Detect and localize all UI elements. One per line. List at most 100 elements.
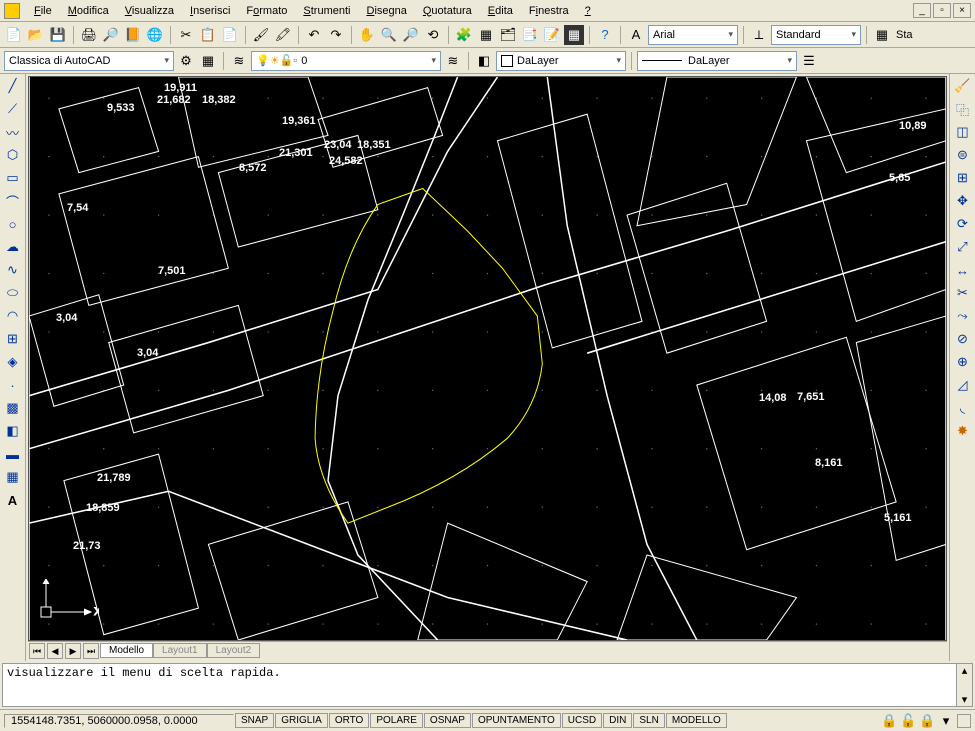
trim-icon[interactable]: ✂ (953, 283, 973, 303)
xline-icon[interactable]: ⟋ (3, 99, 23, 119)
menu-disegna[interactable]: Disegna (358, 3, 414, 19)
menu-file[interactable]: File (26, 3, 60, 19)
zoom-rt-icon[interactable]: 🔍 (379, 25, 399, 45)
lock3-icon[interactable]: 🔒 (919, 713, 935, 729)
print-icon[interactable]: 🖨 (79, 25, 99, 45)
snap-griglia[interactable]: GRIGLIA (275, 713, 328, 728)
command-scroll[interactable]: ▴▾ (956, 664, 972, 706)
close-button[interactable]: × (953, 3, 971, 18)
calc-icon[interactable]: ▦ (564, 25, 584, 45)
layer-combo[interactable]: 💡☀🔓▫ 0▾ (251, 51, 441, 71)
minimize-button[interactable]: _ (913, 3, 931, 18)
redo-icon[interactable]: ↷ (326, 25, 346, 45)
tool-pal-icon[interactable]: 🗂 (498, 25, 518, 45)
ellipse-arc-icon[interactable]: ◠ (3, 306, 23, 326)
snap-opuntamento[interactable]: OPUNTAMENTO (472, 713, 561, 728)
insert-icon[interactable]: ⊞ (3, 329, 23, 349)
menu-visualizza[interactable]: Visualizza (117, 3, 182, 19)
zoom-win-icon[interactable]: 🔎 (401, 25, 421, 45)
rotate-icon[interactable]: ⟳ (953, 214, 973, 234)
restore-button[interactable]: ▫ (933, 3, 951, 18)
new-icon[interactable]: 📄 (4, 25, 24, 45)
snap-polare[interactable]: POLARE (370, 713, 423, 728)
workspace-combo[interactable]: Classica di AutoCAD▾ (4, 51, 174, 71)
ws-settings-icon[interactable]: ⚙ (176, 51, 196, 71)
markup-icon[interactable]: 📝 (542, 25, 562, 45)
lw-icon[interactable]: ☰ (799, 51, 819, 71)
undo-icon[interactable]: ↶ (304, 25, 324, 45)
publish-icon[interactable]: 📙 (123, 25, 143, 45)
command-line[interactable]: visualizzare il menu di scelta rapida. ▴… (2, 663, 973, 707)
rect-icon[interactable]: ▭ (3, 168, 23, 188)
sheet-icon[interactable]: 📑 (520, 25, 540, 45)
menu-formato[interactable]: Formato (238, 3, 295, 19)
pline-icon[interactable]: 〰 (3, 122, 23, 142)
break-icon[interactable]: ⊘ (953, 329, 973, 349)
lock1-icon[interactable]: 🔒 (881, 713, 897, 729)
tab-layout1[interactable]: Layout1 (153, 643, 207, 658)
help-icon[interactable]: ? (595, 25, 615, 45)
zoom-prev-icon[interactable]: ⟲ (423, 25, 443, 45)
open-icon[interactable]: 📂 (26, 25, 46, 45)
menu-inserisci[interactable]: Inserisci (182, 3, 238, 19)
tray-arrow-icon[interactable]: ▾ (938, 713, 954, 729)
layer-prev-icon[interactable]: ≋ (443, 51, 463, 71)
join-icon[interactable]: ⊕ (953, 352, 973, 372)
offset-icon[interactable]: ⊜ (953, 145, 973, 165)
ellipse-icon[interactable]: ⬭ (3, 283, 23, 303)
array-icon[interactable]: ⊞ (953, 168, 973, 188)
font-combo[interactable]: Arial▾ (648, 25, 738, 45)
spline-icon[interactable]: ∿ (3, 260, 23, 280)
props-icon[interactable]: 🧩 (454, 25, 474, 45)
mtext-icon[interactable]: A (3, 490, 23, 510)
snap-modello[interactable]: MODELLO (666, 713, 727, 728)
color-icon[interactable]: ◧ (474, 51, 494, 71)
tab-layout2[interactable]: Layout2 (207, 643, 261, 658)
revcloud-icon[interactable]: ☁ (3, 237, 23, 257)
move-icon[interactable]: ✥ (953, 191, 973, 211)
extend-icon[interactable]: ⤳ (953, 306, 973, 326)
menu-quotatura[interactable]: Quotatura (415, 3, 480, 19)
table-icon[interactable]: ▦ (3, 467, 23, 487)
snap-din[interactable]: DIN (603, 713, 632, 728)
preview-icon[interactable]: 🔎 (101, 25, 121, 45)
block-icon[interactable]: ◈ (3, 352, 23, 372)
snap-ucsd[interactable]: UCSD (562, 713, 602, 728)
chamfer-icon[interactable]: ◿ (953, 375, 973, 395)
linetype-combo[interactable]: DaLayer▾ (637, 51, 797, 71)
layer-mgr-icon[interactable]: ≋ (229, 51, 249, 71)
fillet-icon[interactable]: ◟ (953, 398, 973, 418)
save-icon[interactable]: 💾 (48, 25, 68, 45)
tab-model[interactable]: Modello (100, 643, 153, 658)
copy-icon[interactable]: 📋 (198, 25, 218, 45)
region-icon[interactable]: ▬ (3, 444, 23, 464)
circle-icon[interactable]: ○ (3, 214, 23, 234)
lock2-icon[interactable]: 🔓 (900, 713, 916, 729)
dimstyle-icon[interactable]: ⟂ (749, 25, 769, 45)
mirror-icon[interactable]: ◫ (953, 122, 973, 142)
clean-screen-icon[interactable] (957, 714, 971, 728)
color-combo[interactable]: DaLayer▾ (496, 51, 626, 71)
pan-icon[interactable]: ✋ (357, 25, 377, 45)
stretch-icon[interactable]: ↔ (953, 260, 973, 280)
brush-icon[interactable]: 🖍 (273, 25, 293, 45)
drawing-canvas[interactable]: X 9,53319,91121,68218,38219,3618,57221,3… (28, 76, 947, 641)
hatch-icon[interactable]: ▩ (3, 398, 23, 418)
dcenter-icon[interactable]: ▦ (476, 25, 496, 45)
gradient-icon[interactable]: ◧ (3, 421, 23, 441)
menu-edita[interactable]: Edita (480, 3, 521, 19)
point-icon[interactable]: · (3, 375, 23, 395)
tab-prev-button[interactable]: ◀ (47, 643, 63, 659)
command-text[interactable]: visualizzare il menu di scelta rapida. (3, 664, 956, 706)
polygon-icon[interactable]: ⬡ (3, 145, 23, 165)
menu-?[interactable]: ? (577, 3, 599, 19)
line-icon[interactable]: ╱ (3, 76, 23, 96)
menu-modifica[interactable]: Modifica (60, 3, 117, 19)
snap-sln[interactable]: SLN (633, 713, 664, 728)
tab-next-button[interactable]: ▶ (65, 643, 81, 659)
menu-finestra[interactable]: Finestra (521, 3, 577, 19)
scale-icon[interactable]: ⤢ (953, 237, 973, 257)
arc-icon[interactable]: ⌒ (3, 191, 23, 211)
copy-obj-icon[interactable]: ⿻ (953, 99, 973, 119)
ws-lock-icon[interactable]: ▦ (198, 51, 218, 71)
